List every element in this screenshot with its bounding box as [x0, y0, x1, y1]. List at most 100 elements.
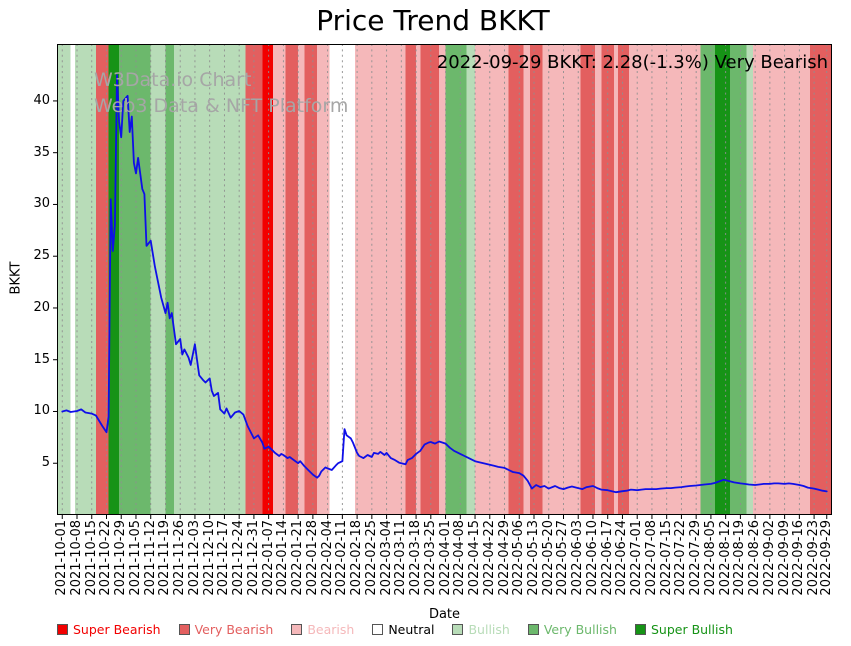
watermark-line-2: Web3 Data & NFT Platform [94, 94, 349, 117]
watermark-line-1: W3Data.io Chart [94, 69, 252, 91]
sentiment-band-bearish [298, 44, 305, 515]
x-tick-label: 2022-04-15 [467, 520, 483, 596]
legend-swatch-super_bullish [634, 624, 646, 635]
sentiment-band-bearish [595, 44, 602, 515]
sentiment-band-very_bullish [729, 44, 747, 515]
plot-frame [57, 44, 832, 515]
legend-label: Very Bearish [194, 622, 274, 637]
x-tick-label: 2022-07-15 [658, 520, 674, 596]
x-tick-label: 2022-01-21 [290, 520, 306, 596]
sentiment-band-bearish [272, 44, 286, 515]
sentiment-band-bearish [355, 44, 406, 515]
watermark: W3Data.io Chart Web3 Data & NFT Platform [94, 68, 348, 119]
x-tick-label: 2021-12-24 [231, 520, 247, 596]
y-tick-label: 30 [33, 196, 50, 212]
x-tick-label: 2022-01-28 [304, 520, 320, 596]
x-tick-label: 2022-02-11 [334, 520, 350, 596]
x-tick-label: 2021-12-03 [186, 520, 202, 596]
x-tick-label: 2021-10-08 [69, 520, 84, 596]
x-tick-label: 2021-11-26 [172, 520, 188, 596]
sentiment-band-bearish [614, 44, 619, 515]
x-tick-label: 2022-02-18 [349, 520, 365, 596]
legend-item-neutral: Neutral [372, 622, 434, 637]
x-tick-label: 2022-06-17 [599, 520, 615, 596]
x-tick-label: 2022-07-22 [673, 520, 689, 596]
sentiment-band-very_bullish [119, 44, 151, 515]
x-tick-label: 2022-04-29 [496, 520, 512, 596]
legend-item-very_bearish: Very Bearish [178, 622, 274, 637]
x-tick-label: 2022-09-29 [818, 520, 834, 596]
x-tick-label: 2022-09-09 [776, 520, 792, 596]
x-tick-label: 2022-04-22 [481, 520, 497, 596]
x-tick-label: 2022-06-10 [584, 520, 600, 596]
x-tick-label: 2021-11-19 [157, 520, 173, 596]
legend-item-bearish: Bearish [291, 622, 354, 637]
x-tick-label: 2021-11-05 [127, 520, 143, 596]
plot-area: W3Data.io Chart Web3 Data & NFT Platform… [53, 44, 832, 519]
legend-item-bullish: Bullish [452, 622, 510, 637]
x-tick-label: 2022-09-02 [761, 520, 777, 596]
sentiment-band-neutral [70, 44, 75, 515]
x-tick-label: 2021-12-10 [201, 520, 217, 596]
x-tick-label: 2022-04-08 [452, 520, 468, 596]
legend-label: Very Bullish [543, 622, 617, 637]
x-tick-label: 2022-07-29 [688, 520, 704, 596]
legend-swatch-bearish [291, 624, 303, 635]
sentiment-band-super_bearish [262, 44, 273, 515]
x-tick-label: 2022-08-19 [732, 520, 748, 596]
legend-item-super_bearish: Super Bearish [57, 622, 161, 637]
sentiment-band-bullish [746, 44, 754, 515]
sentiment-band-very_bearish [601, 44, 615, 515]
sentiment-band-bearish [475, 44, 509, 515]
sentiment-band-very_bullish [700, 44, 716, 515]
sentiment-band-bullish [466, 44, 476, 515]
x-tick-label: 2022-08-12 [717, 520, 733, 596]
x-tick-label: 2021-10-29 [113, 520, 129, 596]
sentiment-band-bearish [317, 44, 330, 515]
x-tick-label: 2022-02-25 [363, 520, 379, 596]
x-tick-label: 2022-06-03 [570, 520, 586, 596]
x-tick-label: 2022-08-26 [747, 520, 763, 596]
y-tick-label: 25 [33, 248, 50, 264]
sentiment-band-very_bearish [405, 44, 417, 515]
sentiment-band-very_bearish [618, 44, 629, 515]
x-tick-label: 2022-06-24 [614, 520, 630, 596]
legend-item-very_bullish: Very Bullish [527, 622, 617, 637]
x-tick-label: 2022-07-01 [629, 520, 645, 596]
price-line [61, 74, 828, 494]
x-tick-label: 2022-01-14 [275, 520, 291, 596]
legend-label: Super Bullish [650, 622, 733, 637]
price-line-chart [53, 44, 832, 519]
legend-swatch-very_bearish [178, 624, 190, 635]
sentiment-band-bearish [523, 44, 530, 515]
legend-label: Bullish [468, 622, 510, 637]
sentiment-band-bearish [439, 44, 446, 515]
x-tick-label: 2021-12-17 [216, 520, 232, 596]
legend-label: Bearish [307, 622, 355, 637]
sentiment-band-neutral [329, 44, 355, 515]
x-tick-label: 2022-02-04 [319, 520, 335, 596]
sentiment-band-very_bearish [304, 44, 318, 515]
sentiment-band-bullish [74, 44, 96, 515]
x-tick-label: 2021-10-22 [98, 520, 114, 596]
sentiment-band-very_bullish [445, 44, 467, 515]
x-tick-label: 2022-03-04 [378, 520, 394, 596]
legend-swatch-bullish [452, 624, 464, 635]
x-tick-label: 2021-10-15 [83, 520, 99, 596]
sentiment-band-very_bearish [580, 44, 596, 515]
x-tick-label: 2022-03-25 [422, 520, 438, 596]
x-tick-label: 2022-05-27 [555, 520, 571, 596]
y-tick-label: 5 [41, 455, 50, 471]
legend-label: Neutral [388, 622, 435, 637]
x-tick-label: 2022-04-01 [437, 520, 453, 596]
sentiment-band-bearish [753, 44, 810, 515]
legend-item-super_bullish: Super Bullish [634, 622, 733, 637]
y-tick-label: 15 [33, 351, 50, 367]
legend-swatch-very_bullish [527, 624, 539, 635]
x-tick-label: 2021-12-31 [245, 520, 261, 596]
sentiment-band-bullish [173, 44, 246, 515]
y-tick-label: 10 [33, 403, 50, 419]
x-tick-label: 2022-08-05 [702, 520, 718, 596]
y-tick-label: 20 [33, 299, 50, 315]
legend-swatch-neutral [372, 624, 384, 635]
